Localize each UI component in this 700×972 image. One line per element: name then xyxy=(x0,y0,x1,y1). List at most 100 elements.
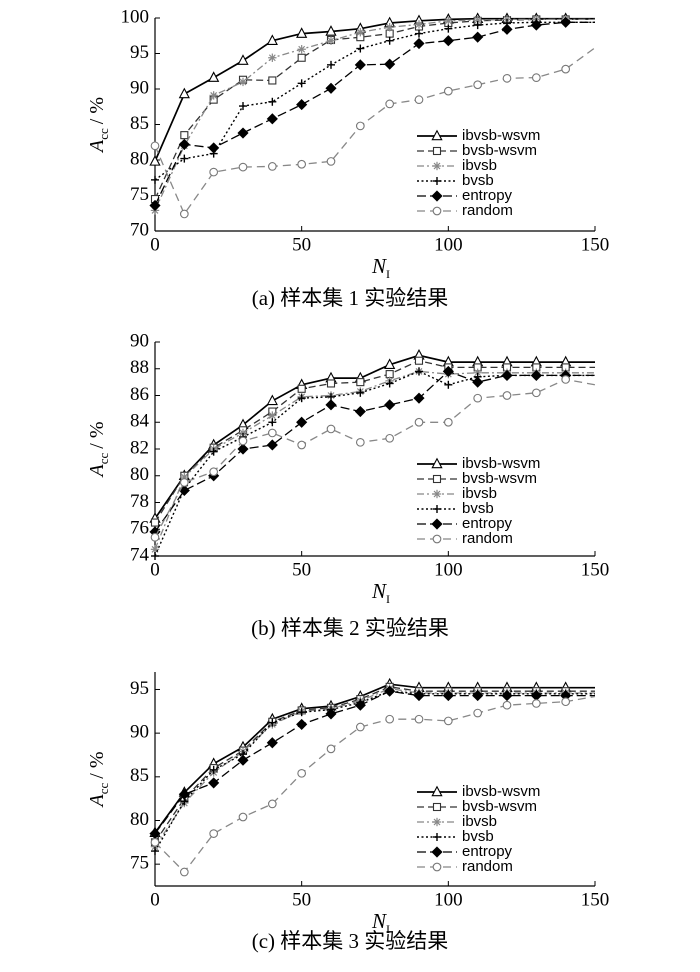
data-point-ibvsb-wsvm xyxy=(384,358,396,369)
legend-label-random: random xyxy=(462,202,513,219)
data-point-ibvsb-stroke xyxy=(474,16,482,24)
data-point-entropy xyxy=(384,58,396,70)
data-point-ibvsb-stroke xyxy=(210,91,218,99)
data-point-ibvsb-stroke xyxy=(356,28,364,36)
legend-marker-entropy xyxy=(431,190,443,202)
data-point-random xyxy=(531,388,541,398)
y-tick-label: 95 xyxy=(130,678,149,699)
x-tick-label: 100 xyxy=(434,234,463,255)
series-line-entropy xyxy=(154,690,595,834)
data-point-random xyxy=(238,812,248,822)
x-tick-label: 100 xyxy=(434,889,463,910)
x-tick-label: 0 xyxy=(150,559,160,580)
x-tick-label: 100 xyxy=(434,559,463,580)
data-point-bvsb-wsvm xyxy=(356,378,365,387)
y-axis-label-unit: / % xyxy=(86,752,108,779)
data-point-random xyxy=(473,393,483,403)
legend-marker-random xyxy=(432,534,442,544)
data-point-random xyxy=(238,436,248,446)
chart-caption: (b) 样本集 2 实验结果 xyxy=(251,616,449,640)
data-point-random xyxy=(531,699,541,708)
data-point-bvsb xyxy=(385,379,394,388)
data-point-entropy xyxy=(178,788,190,800)
y-axis-label-symbol: A xyxy=(86,793,108,808)
legend-label-ibvsb-wsvm: ibvsb-wsvm xyxy=(462,127,540,144)
data-point-entropy xyxy=(472,376,484,388)
data-point-random xyxy=(267,428,277,438)
y-axis-label-subscript: cc xyxy=(96,453,111,465)
y-tick-label: 75 xyxy=(130,853,149,874)
data-point-ibvsb xyxy=(385,23,394,32)
y-tick-label: 88 xyxy=(130,357,149,378)
series-bvsb xyxy=(151,18,595,184)
y-axis-label-subscript: cc xyxy=(96,783,111,795)
data-point-entropy xyxy=(178,484,190,497)
data-point-bvsb xyxy=(209,447,218,456)
y-tick-label: 84 xyxy=(130,411,150,432)
data-point-bvsb xyxy=(297,394,306,403)
data-point-ibvsb-stroke xyxy=(239,429,247,437)
data-point-random xyxy=(502,700,512,710)
data-point-bvsb xyxy=(444,24,453,33)
data-point-bvsb xyxy=(356,388,365,397)
x-tick-label: 50 xyxy=(292,559,311,580)
y-axis-label-subscript: cc xyxy=(96,128,111,140)
legend-marker-random xyxy=(432,862,442,872)
y-axis-label: Acc / % xyxy=(86,752,111,809)
y-tick-label: 85 xyxy=(130,113,149,134)
legend-label-bvsb-wsvm: bvsb-wsvm xyxy=(462,470,537,487)
data-point-bvsb xyxy=(268,718,277,727)
data-point-ibvsb-stroke xyxy=(239,78,247,86)
y-tick-label: 100 xyxy=(121,6,150,27)
data-point-random xyxy=(531,73,541,82)
data-point-entropy xyxy=(266,439,278,451)
series-line-ibvsb-wsvm xyxy=(154,17,595,162)
legend-label-bvsb: bvsb xyxy=(462,500,494,517)
data-point-bvsb-wsvm xyxy=(326,379,336,388)
legend-marker-bvsb xyxy=(433,177,441,185)
series-entropy xyxy=(149,16,595,212)
x-axis-label: NI xyxy=(371,909,390,936)
series-line-ibvsb-wsvm xyxy=(154,683,595,834)
data-point-bvsb xyxy=(239,102,247,111)
series-random xyxy=(150,695,596,877)
data-point-entropy xyxy=(384,685,396,697)
data-point-ibvsb-stroke xyxy=(268,54,276,62)
data-point-ibvsb-stroke xyxy=(327,37,335,45)
data-point-entropy xyxy=(413,37,425,50)
data-point-bvsb-wsvm xyxy=(150,518,160,527)
data-point-bvsb xyxy=(297,79,306,88)
data-point-random xyxy=(179,209,189,219)
series-line-entropy xyxy=(154,21,595,206)
series-entropy xyxy=(149,685,595,840)
y-tick-label: 76 xyxy=(130,518,149,539)
data-point-bvsb xyxy=(385,36,394,45)
data-point-ibvsb xyxy=(238,428,248,438)
data-point-random xyxy=(326,744,336,754)
data-point-bvsb xyxy=(268,418,277,427)
data-point-random xyxy=(355,722,365,732)
legend-label-ibvsb-wsvm: ibvsb-wsvm xyxy=(462,455,540,472)
data-point-random xyxy=(443,716,453,726)
data-point-entropy xyxy=(472,690,484,702)
data-point-random xyxy=(297,768,307,778)
data-point-ibvsb-stroke xyxy=(444,17,452,25)
series-line-bvsb xyxy=(154,690,595,852)
data-point-entropy xyxy=(354,59,366,71)
data-point-entropy xyxy=(325,399,337,411)
y-tick-label: 80 xyxy=(130,464,149,485)
series-bvsb-wsvm xyxy=(150,682,595,847)
legend-marker-ibvsb-stroke xyxy=(433,162,441,170)
data-point-ibvsb xyxy=(356,28,365,37)
data-point-random xyxy=(473,80,483,90)
y-tick-label: 90 xyxy=(130,77,149,98)
legend: ibvsb-wsvmbvsb-wsvmibvsbbvsbentropyrando… xyxy=(417,127,540,219)
data-point-ibvsb xyxy=(238,77,248,87)
series-random xyxy=(150,47,596,219)
x-axis-label-subscript: I xyxy=(386,592,390,606)
data-point-entropy xyxy=(413,690,425,702)
data-point-bvsb xyxy=(356,44,365,53)
series-line-bvsb xyxy=(154,370,595,557)
data-point-ibvsb-stroke xyxy=(268,412,276,419)
